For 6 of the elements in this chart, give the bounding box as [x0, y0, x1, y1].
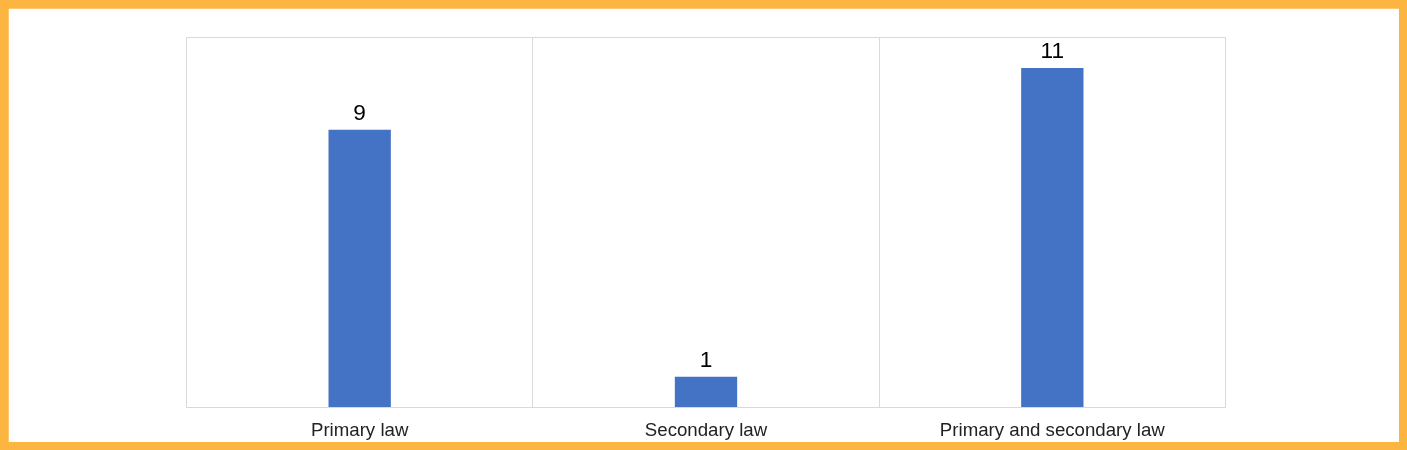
x-tick-label: Secondary law: [644, 418, 768, 440]
data-label: 1: [699, 345, 713, 372]
x-tick-label: Primary law: [310, 418, 409, 440]
x-tick-label: Primary and secondary law: [939, 418, 1166, 440]
data-label: 11: [1040, 37, 1065, 64]
data-label: 9: [353, 98, 366, 125]
